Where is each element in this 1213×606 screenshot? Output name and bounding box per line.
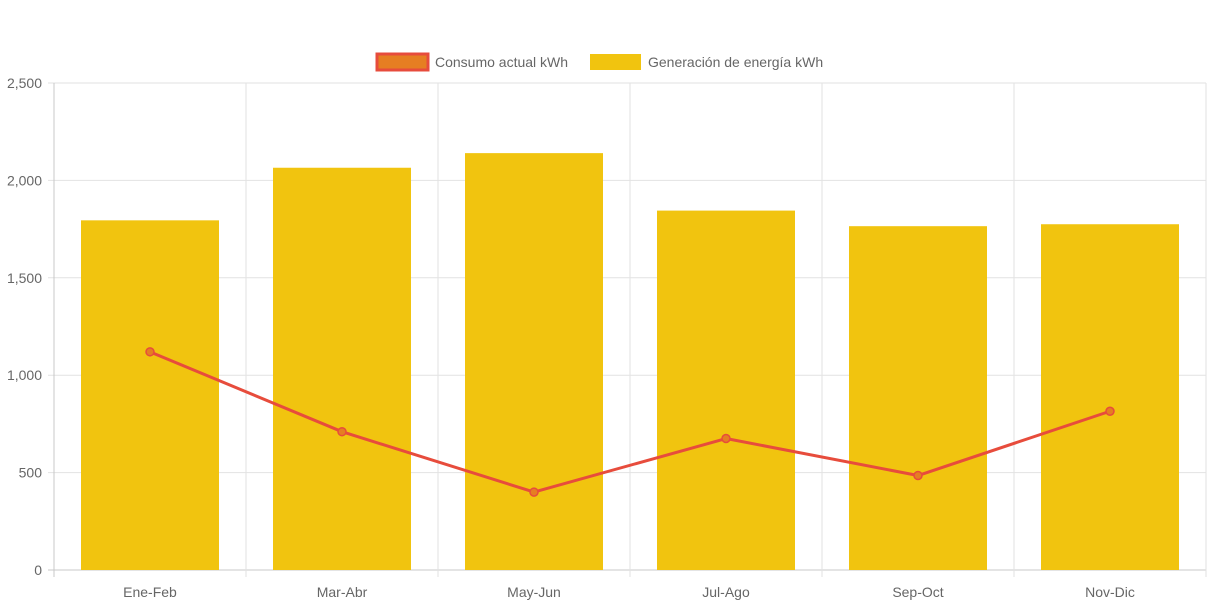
x-tick-label: Jul-Ago bbox=[702, 584, 750, 600]
bar-generacion[interactable] bbox=[657, 210, 795, 570]
point-consumo[interactable] bbox=[1105, 406, 1115, 416]
bar-generacion[interactable] bbox=[849, 226, 987, 571]
legend-swatch-consumo[interactable] bbox=[375, 52, 430, 72]
x-tick-label: Nov-Dic bbox=[1085, 584, 1135, 600]
legend-label-consumo[interactable]: Consumo actual kWh bbox=[435, 54, 568, 70]
grid-layer bbox=[48, 82, 1207, 577]
x-tick-label: Mar-Abr bbox=[317, 584, 368, 600]
bar-layer bbox=[81, 153, 1179, 571]
point-consumo[interactable] bbox=[529, 487, 539, 497]
y-tick-label: 1,500 bbox=[7, 270, 42, 286]
y-tick-label: 1,000 bbox=[7, 367, 42, 383]
point-consumo[interactable] bbox=[913, 470, 923, 481]
bar-generacion[interactable] bbox=[1041, 224, 1179, 571]
bar-generacion[interactable] bbox=[81, 220, 219, 571]
point-consumo[interactable] bbox=[721, 433, 731, 444]
axis-layer: 0 500 1,000 1,500 2,000 2,500 Ene-Feb Mar-Abr Ma… bbox=[7, 75, 1135, 600]
x-tick-label: Ene-Feb bbox=[123, 584, 177, 600]
y-tick-label: 500 bbox=[19, 465, 43, 481]
legend-swatch-generacion[interactable] bbox=[590, 54, 641, 70]
x-tick-label: May-Jun bbox=[507, 584, 561, 600]
point-consumo[interactable] bbox=[145, 347, 155, 357]
point-consumo[interactable] bbox=[337, 426, 347, 437]
bar-generacion[interactable] bbox=[273, 167, 411, 570]
y-tick-label: 2,500 bbox=[7, 75, 42, 91]
line-consumo bbox=[149, 350, 1111, 494]
legend: Consumo actual kWh Generación de energía … bbox=[375, 52, 823, 72]
legend-label-generacion[interactable]: Generación de energía kWh bbox=[648, 54, 823, 70]
y-tick-label: 2,000 bbox=[7, 172, 42, 188]
bar-generacion[interactable] bbox=[465, 153, 603, 571]
y-tick-label: 0 bbox=[34, 562, 42, 578]
x-tick-label: Sep-Oct bbox=[892, 584, 943, 600]
line-layer bbox=[145, 347, 1115, 497]
